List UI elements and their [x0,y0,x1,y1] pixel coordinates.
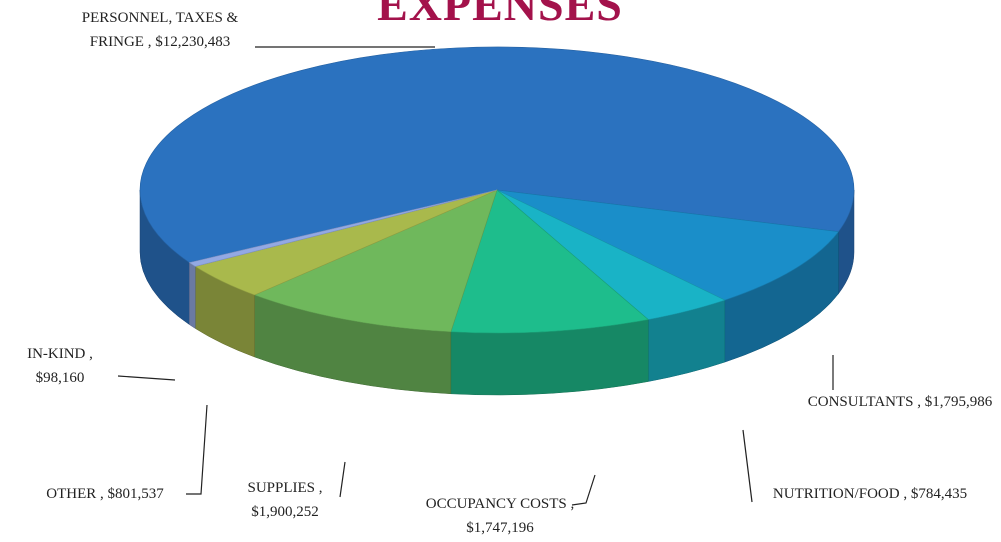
value-label: $12,230,483 [155,34,231,50]
pie-slice [188,189,498,329]
category-label: PERSONNEL, TAXES & FRINGE , [81,10,239,50]
data-label: NUTRITION/FOOD , $784,435 [760,482,980,506]
leader-line [571,474,596,506]
leader-line [186,404,208,495]
data-label: OCCUPANCY COSTS , $1,747,196 [395,492,605,540]
slice-top [253,189,498,333]
chart-title: EXPENSES [377,0,623,30]
pie-slice [194,189,498,358]
data-label: OTHER , $801,537 [0,482,215,506]
value-label: $784,435 [910,486,968,502]
value-label: $1,747,196 [466,520,534,536]
category-label: CONSULTANTS , [807,394,921,410]
value-label: $1,900,252 [251,504,319,520]
slice-side [189,262,196,329]
slice-top [188,189,498,267]
category-label: SUPPLIES , [247,480,323,496]
data-label: PERSONNEL, TAXES & FRINGE , $12,230,483 [75,6,245,54]
category-label: NUTRITION/FOOD , [772,486,908,502]
pie-slice [496,189,840,363]
pie-slice [450,189,649,396]
value-label: $1,795,986 [924,394,993,410]
pie-slice [139,46,855,326]
category-label: OCCUPANCY COSTS , [425,496,575,512]
category-label: IN-KIND , [27,346,93,362]
data-label: SUPPLIES , $1,900,252 [220,476,350,524]
slice-top [496,189,840,301]
pie-slice [253,189,498,395]
slice-top [139,46,855,263]
leader-line [339,461,346,498]
slice-top [450,189,649,334]
data-label: CONSULTANTS , $1,795,986 [805,390,995,414]
pie-slice [496,189,726,382]
value-label: $98,160 [35,370,85,386]
leader-line [117,375,176,381]
leader-line [742,429,753,503]
value-label: $801,537 [107,486,164,502]
category-label: OTHER , [46,486,104,502]
data-label: IN-KIND , $98,160 [5,342,115,390]
